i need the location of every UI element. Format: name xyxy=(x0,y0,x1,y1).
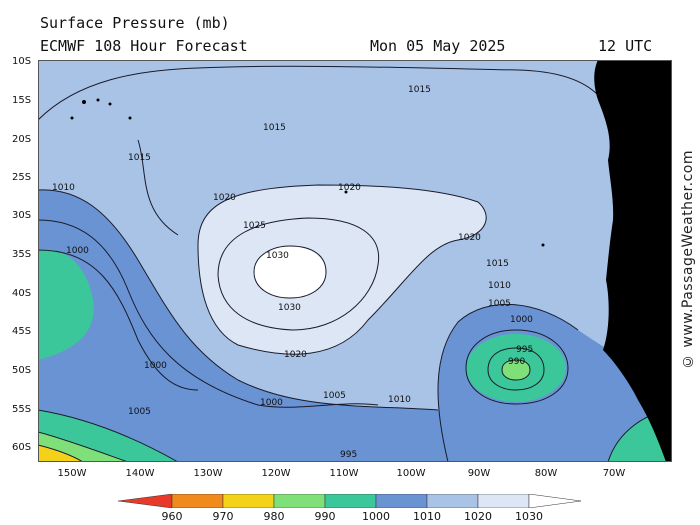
island-4 xyxy=(128,116,132,120)
iso-label: 1005 xyxy=(128,407,151,417)
iso-label: 990 xyxy=(508,357,525,367)
iso-label: 1015 xyxy=(128,153,151,163)
isobar-1005-west xyxy=(38,219,379,408)
iso-label: 1020 xyxy=(284,350,307,360)
legend-label: 1000 xyxy=(362,510,390,523)
isobar-1015-mid xyxy=(137,139,179,236)
band-1025-high xyxy=(198,185,487,355)
island-3 xyxy=(108,102,112,106)
isobar-1025 xyxy=(217,217,380,331)
iso-label: 1005 xyxy=(323,391,346,401)
forecast-subtitle: ECMWF 108 Hour Forecast xyxy=(40,37,248,55)
iso-label: 1025 xyxy=(243,221,266,231)
iso-label: 995 xyxy=(340,450,357,460)
iso-label: 1030 xyxy=(266,251,289,261)
iso-label: 1000 xyxy=(66,246,89,256)
iso-label: 1000 xyxy=(260,398,283,408)
iso-label: 1000 xyxy=(510,315,533,325)
land-south-america xyxy=(594,60,672,462)
legend-label: 960 xyxy=(161,510,183,523)
pressure-map: 1020 1025 1030 1030 1020 1020 1020 1015 … xyxy=(38,60,672,462)
legend-label: 980 xyxy=(263,510,285,523)
isobar-1000-low xyxy=(465,329,569,405)
band-975-sw xyxy=(38,445,83,462)
legend-swatch-1010 xyxy=(375,494,428,508)
iso-label: 1000 xyxy=(144,361,167,371)
island-1 xyxy=(82,100,86,104)
lat-label: 60S xyxy=(12,442,32,453)
lat-label: 55S xyxy=(12,404,32,415)
legend-swatch-970 xyxy=(171,494,224,508)
lon-label: 70W xyxy=(602,468,626,479)
iso-label: 1020 xyxy=(338,183,361,193)
lat-label: 50S xyxy=(12,365,32,376)
isobar-1030 xyxy=(253,245,327,299)
legend-swatch-980 xyxy=(222,494,275,508)
legend-colorbar xyxy=(118,494,582,508)
isobar-995-low xyxy=(487,347,545,391)
lon-label: 90W xyxy=(467,468,491,479)
credit-text: © www.PassageWeather.com xyxy=(680,150,696,370)
iso-label: 1010 xyxy=(388,395,411,405)
lon-label: 120W xyxy=(261,468,291,479)
lon-label: 140W xyxy=(125,468,155,479)
isobar-985-sw xyxy=(38,444,84,462)
lon-label: 100W xyxy=(396,468,426,479)
isobar-1020 xyxy=(197,184,487,355)
isobar-995-sw xyxy=(38,409,179,462)
iso-label: 1015 xyxy=(486,259,509,269)
lat-label: 10S xyxy=(12,56,32,67)
legend-label: 990 xyxy=(314,510,336,523)
isobar-990-sw xyxy=(38,431,129,462)
legend-swatch-990 xyxy=(273,494,326,508)
island-2 xyxy=(96,98,100,102)
island-7 xyxy=(541,243,545,247)
iso-label: 1015 xyxy=(263,123,286,133)
lon-label: 80W xyxy=(534,468,558,479)
iso-label: 1015 xyxy=(408,85,431,95)
legend-label: 1020 xyxy=(464,510,492,523)
lat-label: 45S xyxy=(12,326,32,337)
lat-label: 20S xyxy=(12,134,32,145)
iso-label: 1010 xyxy=(52,183,75,193)
forecast-time: 12 UTC xyxy=(598,37,653,55)
isobar-990-low xyxy=(501,359,531,381)
lon-label: 130W xyxy=(193,468,223,479)
iso-label: 1020 xyxy=(213,193,236,203)
legend-swatch-1000 xyxy=(324,494,377,508)
isobar-1015 xyxy=(38,65,599,121)
legend-swatch-1030 xyxy=(477,494,530,508)
island-5 xyxy=(70,116,74,120)
legend-swatch-1020 xyxy=(426,494,479,508)
isobar-1010-west xyxy=(38,189,439,411)
band-1030-high xyxy=(254,246,326,298)
map-title: Surface Pressure (mb) xyxy=(40,14,230,32)
legend-swatch-960 xyxy=(118,494,173,508)
lat-label: 35S xyxy=(12,249,32,260)
iso-label: 1020 xyxy=(458,233,481,243)
legend-label: 1030 xyxy=(515,510,543,523)
island-6 xyxy=(344,190,348,194)
legend-label: 970 xyxy=(212,510,234,523)
band-1005-west xyxy=(38,189,478,462)
lat-label: 40S xyxy=(12,288,32,299)
legend-swatch-top xyxy=(528,494,582,508)
lat-label: 15S xyxy=(12,95,32,106)
iso-label: 995 xyxy=(516,345,533,355)
lat-label: 25S xyxy=(12,172,32,183)
lon-label: 110W xyxy=(329,468,359,479)
iso-label: 1030 xyxy=(278,303,301,313)
lon-label: 150W xyxy=(57,468,87,479)
legend-label: 1010 xyxy=(413,510,441,523)
lat-label: 30S xyxy=(12,210,32,221)
forecast-date: Mon 05 May 2025 xyxy=(370,37,506,55)
band-990-low xyxy=(502,360,530,380)
band-995-west xyxy=(38,249,94,360)
isobar-1010-east xyxy=(437,303,579,462)
iso-label: 1010 xyxy=(488,281,511,291)
isobar-1000-west xyxy=(38,249,199,391)
iso-label: 1005 xyxy=(488,299,511,309)
